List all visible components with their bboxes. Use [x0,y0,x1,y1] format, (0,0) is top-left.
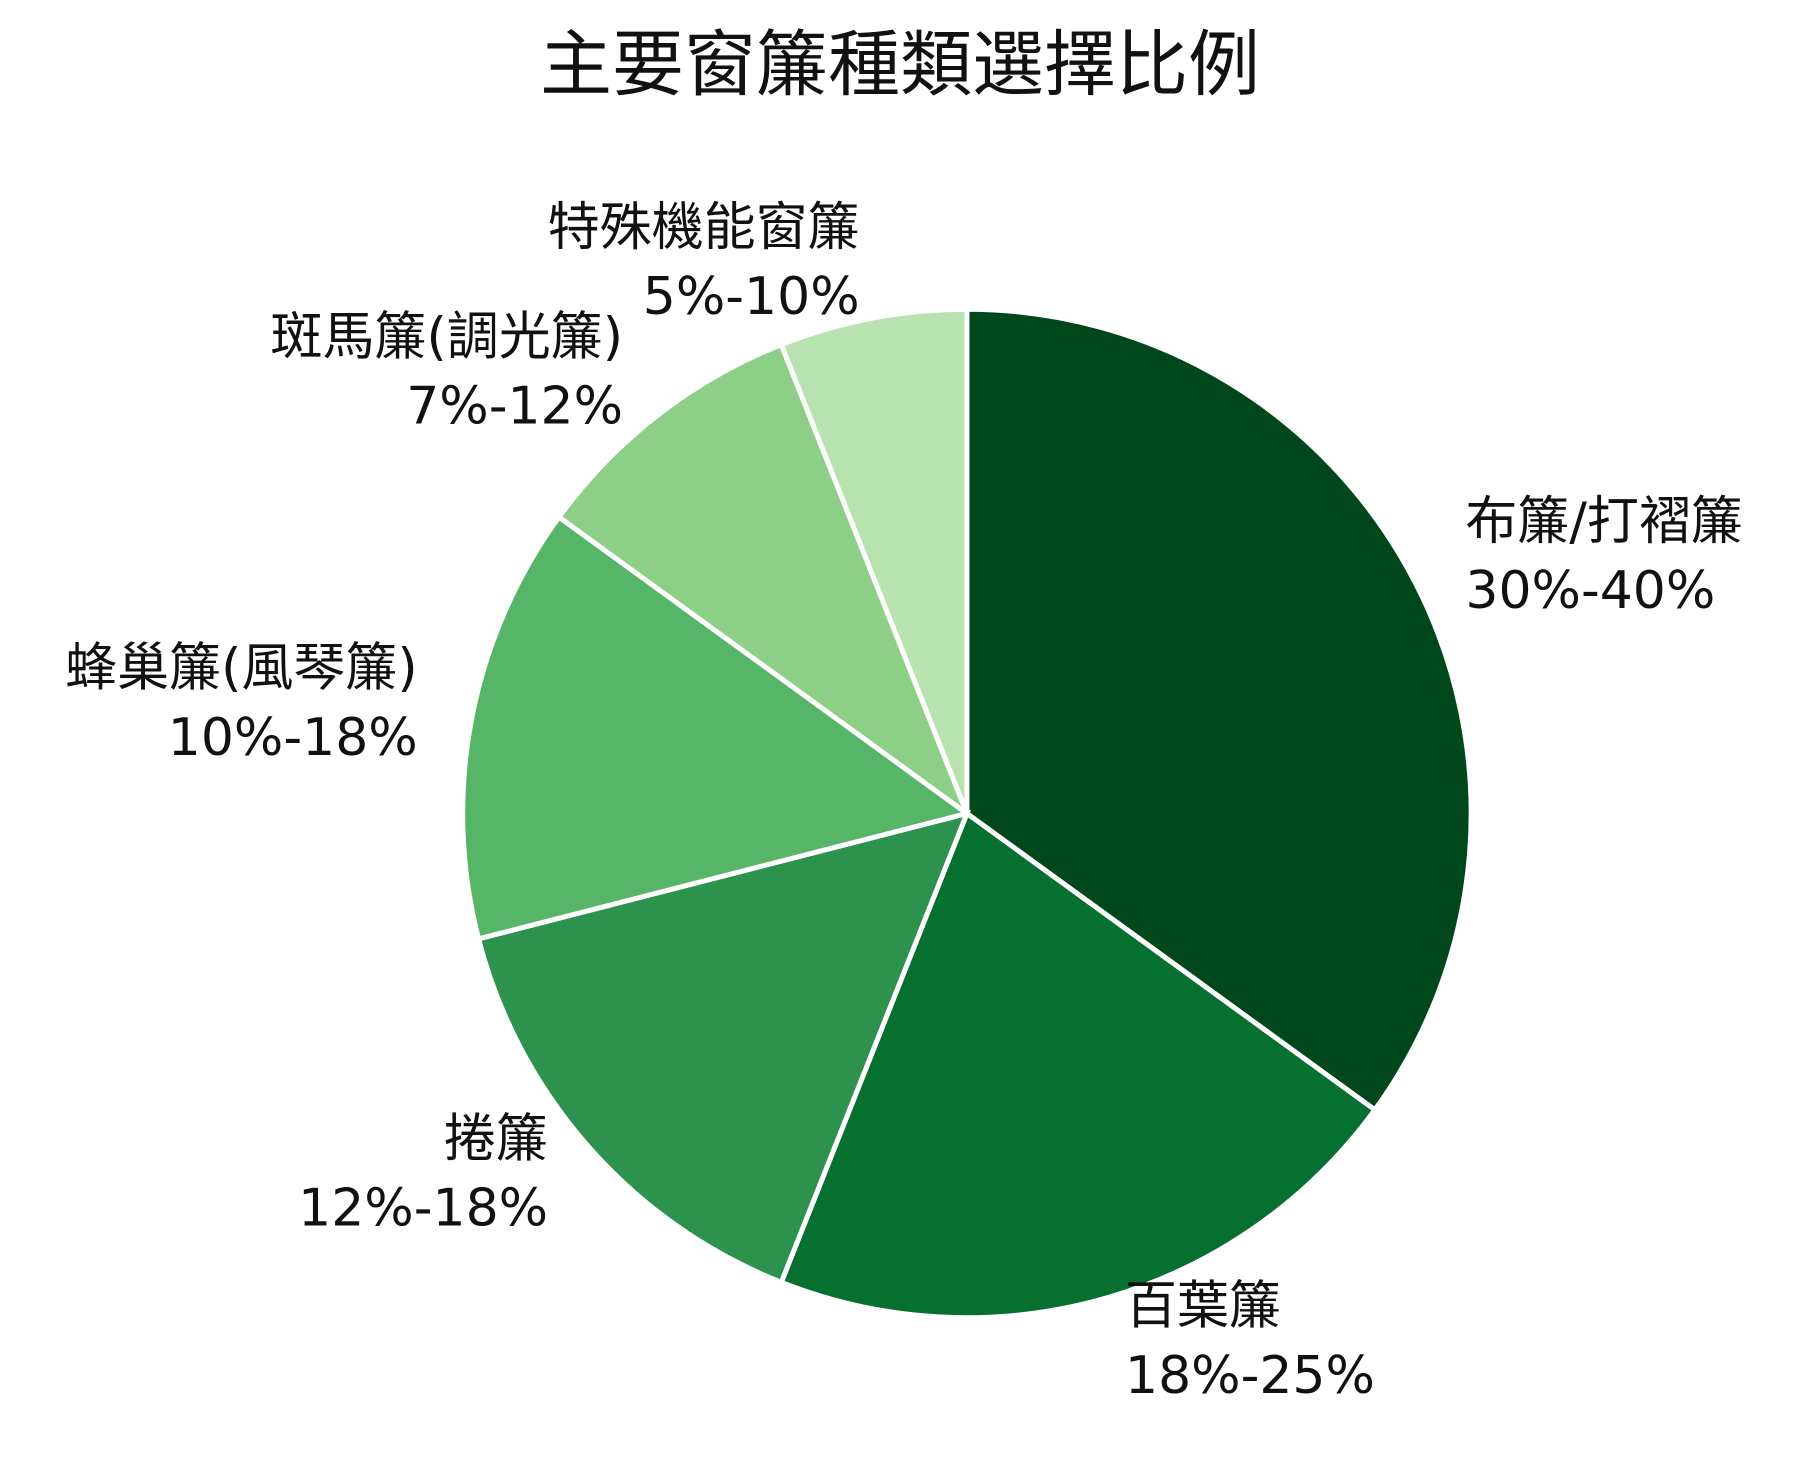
pie-slice [778,809,1379,1321]
slice-label: 斑馬簾(調光簾) [270,307,623,367]
pie-slice [475,809,972,1286]
pie-slice [460,513,973,942]
slice-label: 蜂巢簾(風琴簾) [65,639,418,699]
slice-range-label: 18%-25% [1125,1346,1375,1406]
pie-slice [964,306,1474,1114]
pie-slice [555,341,973,821]
slice-range-label: 12%-18% [298,1179,548,1239]
chart-title: 主要窗簾種類選擇比例 [540,23,1260,107]
slice-label: 捲簾 [444,1109,548,1169]
slice-label: 百葉簾 [1125,1277,1281,1337]
slice-range-label: 7%-12% [406,377,623,437]
slice-label: 布簾/打褶簾 [1465,492,1743,552]
pie-slice [778,306,970,815]
slice-range-label: 10%-18% [168,708,418,768]
slice-label: 特殊機能窗簾 [548,198,860,258]
slice-range-label: 5%-10% [643,267,860,327]
slice-range-label: 30%-40% [1465,561,1715,621]
